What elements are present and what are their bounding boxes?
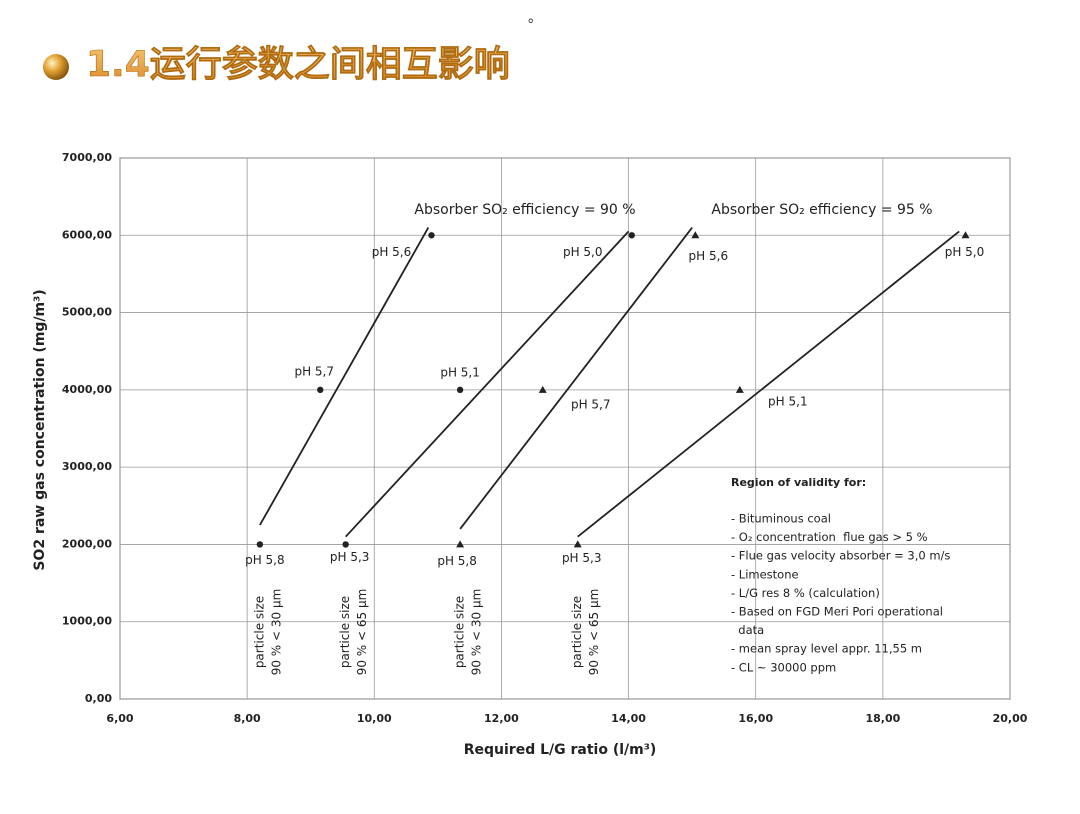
- y-tick-label: 2000,00: [62, 537, 112, 550]
- y-axis-title: SO2 raw gas concentration (mg/m³): [32, 289, 48, 570]
- point-label: pH 5,8: [437, 554, 477, 568]
- x-tick-label: 8,00: [234, 712, 261, 725]
- validity-item: - mean spray level appr. 11,55 m: [731, 642, 922, 656]
- point-label: pH 5,6: [372, 245, 412, 259]
- point-label: pH 5,1: [440, 365, 480, 379]
- y-tick-label: 0,00: [85, 692, 112, 705]
- top-mark: 。: [528, 10, 542, 26]
- point: [538, 385, 547, 393]
- point: [428, 232, 435, 239]
- y-tick-label: 6000,00: [62, 228, 112, 241]
- y-tick-label: 5000,00: [62, 306, 112, 319]
- point-label: pH 5,7: [571, 397, 611, 411]
- point: [735, 385, 744, 393]
- point: [961, 231, 970, 239]
- validity-item: - L/G res 8 % (calculation): [731, 586, 880, 600]
- trend-line: [577, 230, 960, 538]
- x-axis-title: Required L/G ratio (l/m³): [464, 742, 657, 758]
- slide-title: 1.4运行参数之间相互影响: [86, 44, 510, 85]
- particle-size-note: particle size: [453, 596, 467, 668]
- trend-line: [459, 227, 693, 530]
- trend-line: [259, 227, 430, 526]
- point: [573, 540, 582, 548]
- validity-item: - Flue gas velocity absorber = 3,0 m/s: [731, 549, 950, 563]
- y-tick-label: 3000,00: [62, 460, 112, 473]
- validity-item: - Based on FGD Meri Pori operational: [731, 605, 943, 619]
- point: [456, 386, 464, 394]
- y-tick-label: 7000,00: [62, 151, 112, 164]
- x-tick-label: 14,00: [611, 712, 646, 725]
- point: [256, 541, 264, 548]
- y-tick-label: 1000,00: [62, 615, 112, 628]
- validity-item: data: [731, 623, 764, 637]
- x-tick-label: 16,00: [738, 712, 773, 725]
- point-label: pH 5,0: [563, 245, 603, 259]
- validity-item: - Limestone: [731, 567, 799, 581]
- y-tick-label: 4000,00: [62, 383, 112, 396]
- bullet: [43, 54, 69, 80]
- point-label: pH 5,6: [689, 249, 729, 263]
- annotation: Absorber SO₂ efficiency = 95 %: [711, 202, 932, 218]
- validity-item: - O₂ concentration flue gas > 5 %: [731, 530, 928, 544]
- point-label: pH 5,1: [768, 394, 808, 408]
- particle-size-note: 90 % < 65 µm: [355, 589, 369, 676]
- x-tick-label: 20,00: [993, 712, 1028, 725]
- particle-size-note: 90 % < 65 µm: [587, 589, 601, 676]
- validity-heading: Region of validity for:: [731, 476, 866, 489]
- point: [317, 386, 324, 394]
- x-tick-label: 10,00: [357, 712, 392, 725]
- point-label: pH 5,3: [562, 551, 602, 565]
- x-tick-label: 6,00: [106, 712, 133, 725]
- point-label: pH 5,8: [245, 553, 285, 567]
- point: [342, 541, 349, 548]
- point-label: pH 5,7: [294, 364, 334, 378]
- point: [691, 231, 700, 239]
- trend-line: [345, 230, 630, 538]
- particle-size-note: 90 % < 30 µm: [470, 589, 484, 676]
- validity-item: - Bituminous coal: [731, 512, 831, 526]
- x-tick-label: 18,00: [865, 712, 900, 725]
- particle-size-note: particle size: [252, 596, 266, 668]
- particle-size-note: 90 % < 30 µm: [269, 589, 283, 676]
- x-tick-label: 12,00: [484, 712, 519, 725]
- annotation: Absorber SO₂ efficiency = 90 %: [414, 202, 635, 218]
- point-label: pH 5,3: [330, 550, 370, 564]
- point-label: pH 5,0: [945, 245, 985, 259]
- particle-size-note: particle size: [338, 596, 352, 668]
- point: [456, 540, 465, 548]
- particle-size-note: particle size: [570, 596, 584, 668]
- validity-item: - CL ~ 30000 ppm: [731, 660, 836, 674]
- point: [628, 232, 635, 239]
